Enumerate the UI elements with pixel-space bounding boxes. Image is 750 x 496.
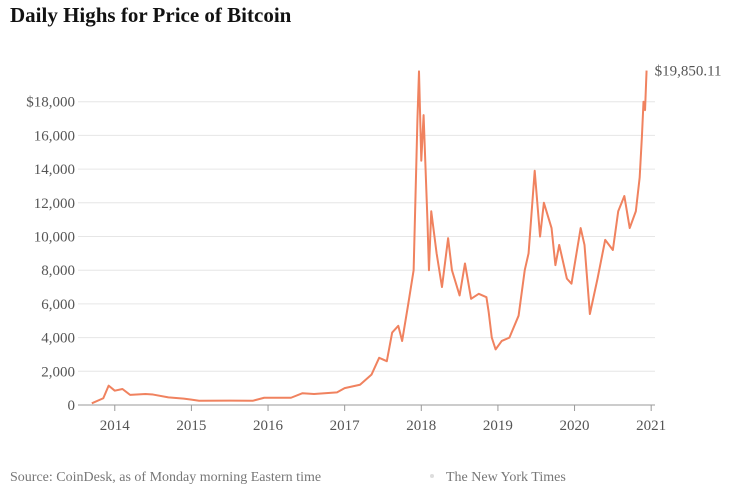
annotation: $19,850.11 [655,64,722,80]
y-tick-label: 4,000 [41,331,75,347]
x-tick-label: 2018 [406,418,436,434]
y-tick-label: 0 [68,398,76,414]
y-tick-label: 2,000 [41,364,75,380]
y-tick-label: 14,000 [34,162,75,178]
x-tick-label: 2016 [253,418,284,434]
y-tick-label: 6,000 [41,297,75,313]
price-line [91,70,648,405]
x-tick-label: 2015 [176,418,206,434]
credit: The New York Times [446,470,566,485]
x-tick-label: 2017 [330,418,361,434]
x-tick-label: 2019 [483,418,513,434]
y-tick-label: 16,000 [34,128,75,144]
y-tick-label: 8,000 [41,263,75,279]
separator [430,474,434,478]
y-tick-label: 10,000 [34,230,75,246]
y-tick-label: 12,000 [34,196,75,212]
x-tick-label: 2020 [560,418,590,434]
source: Source: CoinDesk, as of Monday morning E… [10,470,321,485]
x-tick-label: 2021 [636,418,666,434]
x-tick-label: 2014 [100,418,131,434]
chart-title: Daily Highs for Price of Bitcoin [10,3,292,27]
y-tick-label: $18,000 [26,95,75,111]
